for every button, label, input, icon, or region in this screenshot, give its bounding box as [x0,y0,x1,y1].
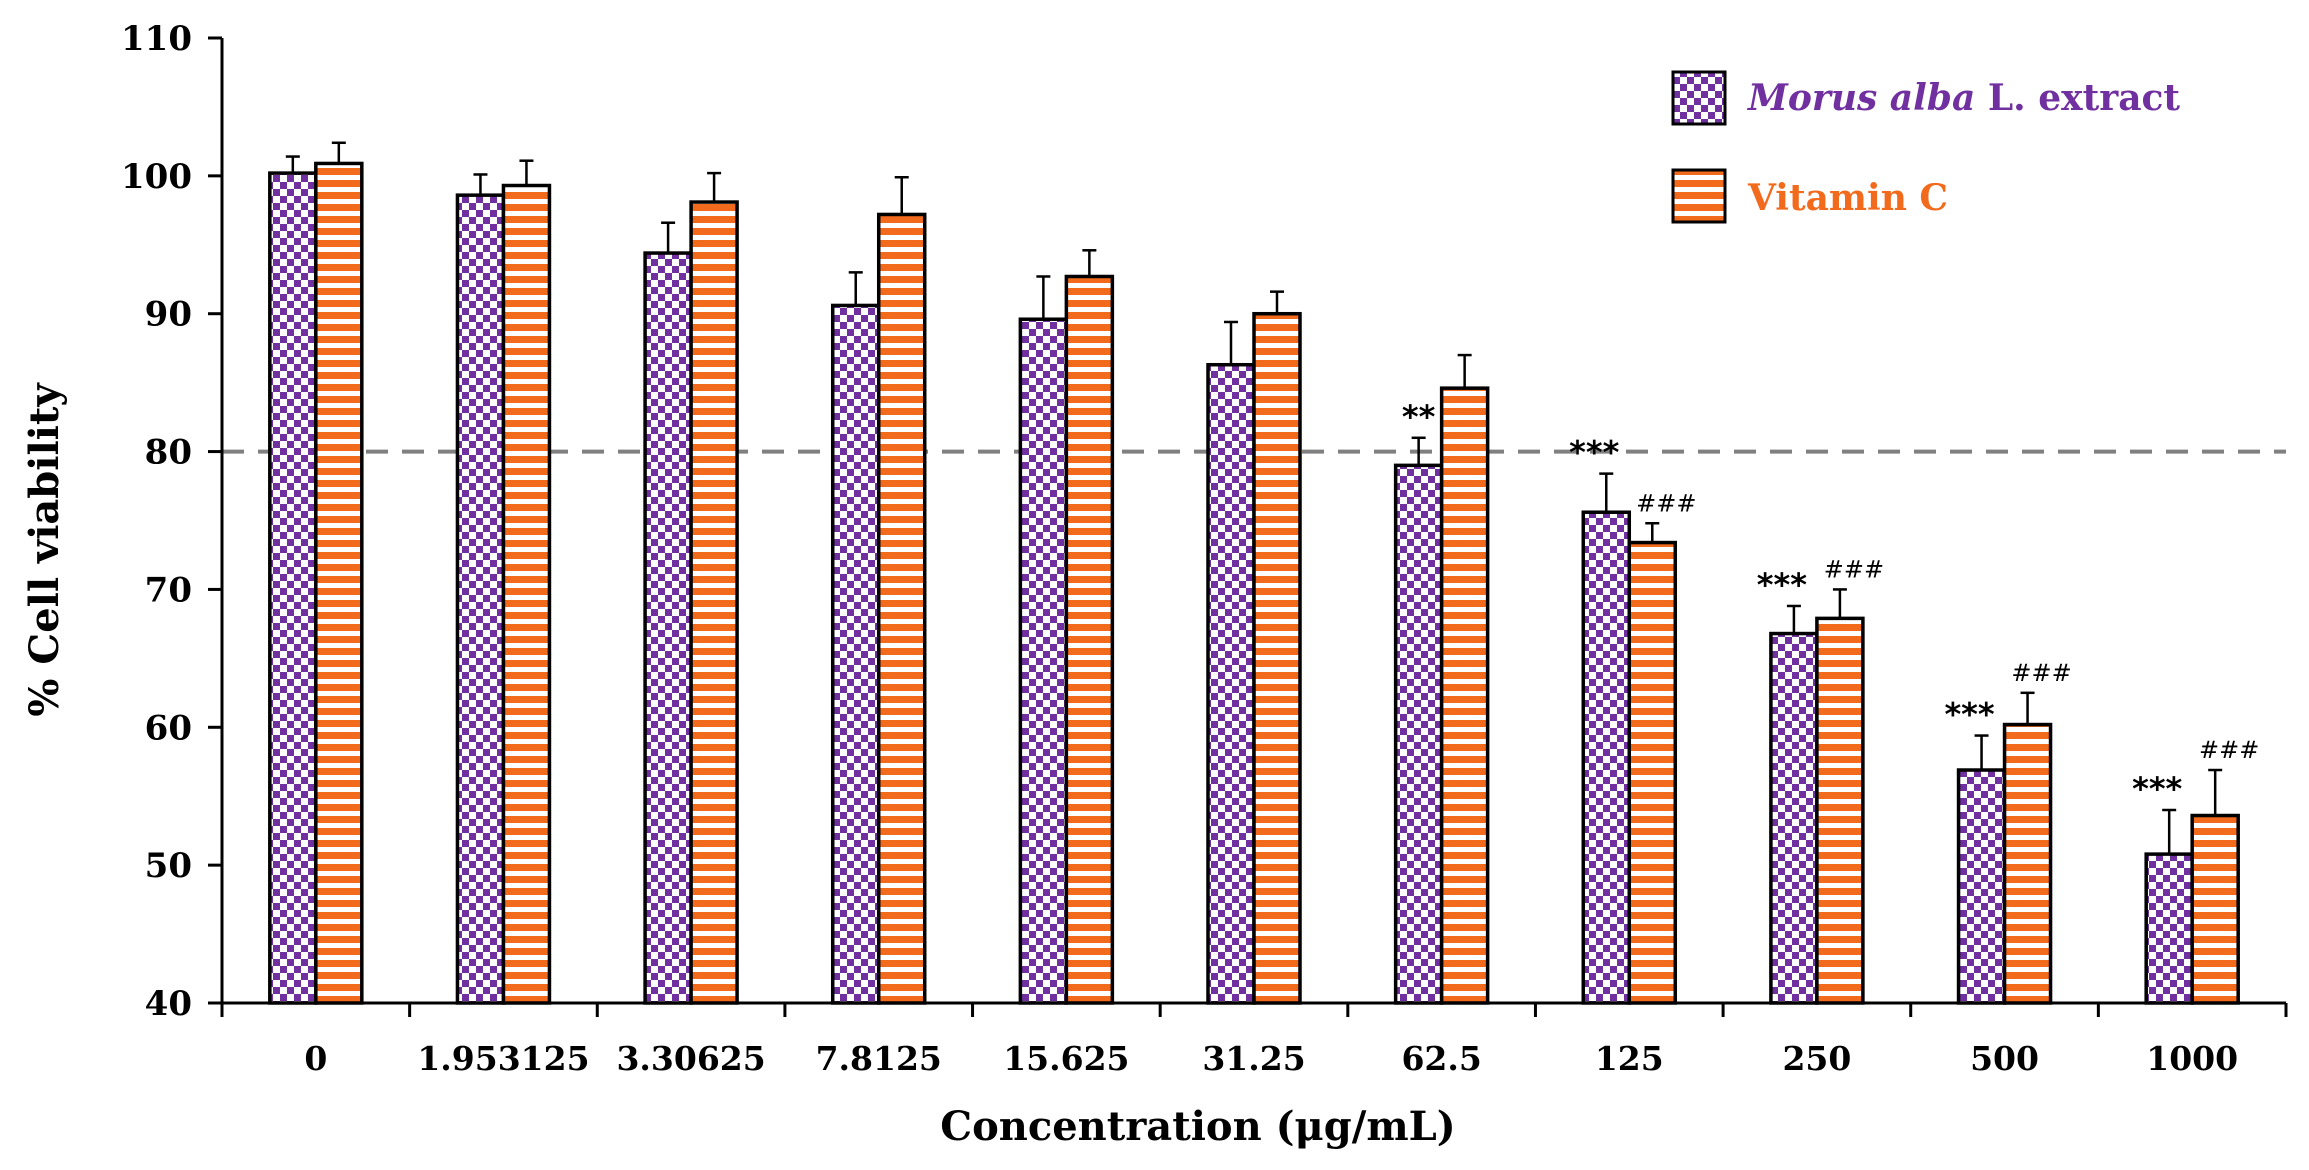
bar-morus-alba [643,251,693,1005]
x-tick-label: 500 [1970,1039,2039,1078]
y-tick-label: 60 [145,708,192,748]
y-tick-label: 90 [145,295,192,335]
x-tick-label: 62.5 [1401,1039,1481,1078]
significance-label-extract: *** [1569,434,1619,472]
bar-morus-alba [1581,510,1632,1005]
bar-vitamin-c [1439,386,1490,1005]
significance-label-vitamin-c: ### [1824,555,1884,583]
bar-morus-alba [1956,768,2007,1005]
x-tick-label: 250 [1782,1039,1851,1078]
y-tick-label: 110 [121,19,192,59]
bar-morus-alba [1206,362,1256,1005]
x-tick-label: 1.953125 [417,1039,589,1078]
y-tick-label: 40 [145,984,192,1024]
significance-label-vitamin-c: ### [2199,736,2259,764]
bar-vitamin-c [1064,274,1115,1005]
x-tick-label: 125 [1595,1039,1664,1078]
x-tick-label: 1000 [2146,1039,2238,1078]
bar-vitamin-c [314,161,364,1005]
legend-label-morus: Morus alba L. extract [1746,77,2180,119]
y-tick-label: 50 [145,846,192,886]
bar-morus-alba [1769,631,1819,1005]
x-axis-title: Concentration (μg/mL) [940,1103,1455,1150]
significance-label-extract: *** [1757,566,1807,604]
bar-morus-alba [1018,317,1069,1005]
x-tick-label: 0 [304,1039,327,1078]
x-tick-label: 3.30625 [616,1039,765,1078]
x-tick-label: 31.25 [1202,1039,1305,1078]
bar-morus-alba [830,303,881,1005]
y-tick-label: 100 [121,157,192,197]
bar-vitamin-c [501,183,552,1005]
y-tick-label: 70 [145,570,192,610]
significance-label-extract: *** [2132,770,2182,808]
x-tick-label: 15.625 [1003,1039,1129,1078]
bar-vitamin-c [876,212,927,1005]
bar-vitamin-c [689,200,739,1005]
bars-layer: **************############ [268,141,2259,1005]
bar-vitamin-c [2190,813,2240,1005]
legend-label-vitamin-c: Vitamin C [1747,177,1948,219]
bar-vitamin-c [2002,722,2053,1005]
legend: Morus alba L. extract Vitamin C [1671,70,2180,224]
legend-swatch-morus [1671,70,1727,126]
significance-label-vitamin-c: ### [1636,489,1696,517]
x-tick-label: 7.8125 [816,1039,942,1078]
axes-layer: 40 50 60 70 80 90 100 110 0 1.953125 3.30625 7.8125… [121,19,2288,1078]
y-axis-title: % Cell viability [21,382,68,717]
bar-vitamin-c [1252,311,1302,1005]
y-tick-label: 80 [145,433,192,473]
bar-vitamin-c [1627,540,1678,1005]
bar-morus-alba [268,171,318,1005]
bar-morus-alba [455,193,506,1005]
significance-label-extract: ** [1402,398,1436,436]
bar-morus-alba [2144,852,2194,1005]
legend-swatch-vitamin-c [1671,168,1727,224]
bar-vitamin-c [1815,616,1865,1005]
significance-label-vitamin-c: ### [2011,659,2071,687]
significance-label-extract: *** [1944,696,1994,734]
bar-morus-alba [1393,463,1444,1005]
